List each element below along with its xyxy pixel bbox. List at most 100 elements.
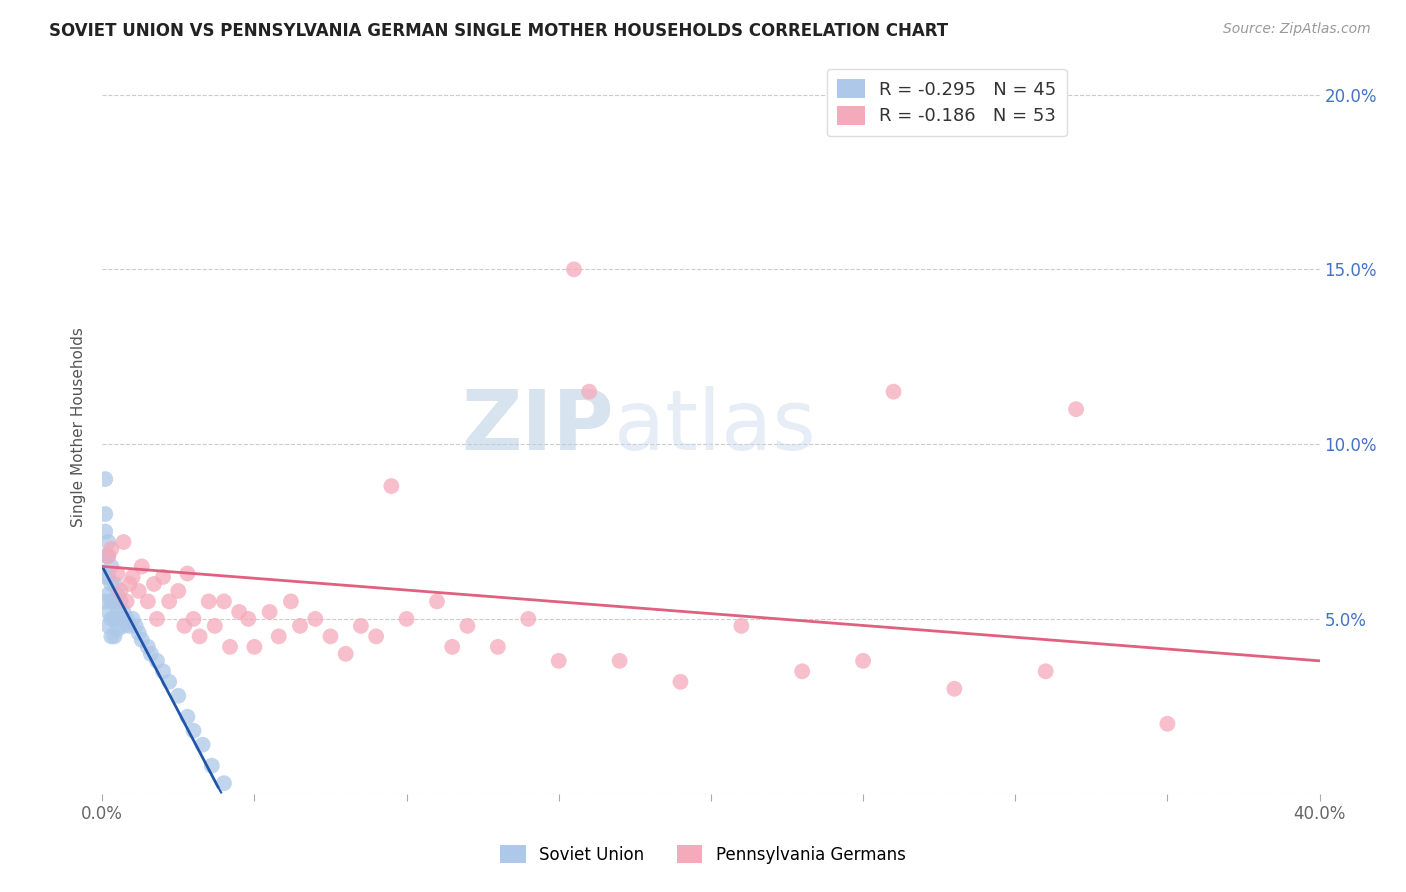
Point — [94, 549, 117, 563]
Point — [100, 541, 122, 556]
Point — [280, 594, 302, 608]
Point — [112, 535, 135, 549]
Point — [882, 384, 904, 399]
Point — [131, 559, 153, 574]
Point — [152, 665, 174, 679]
Point — [136, 594, 159, 608]
Point — [131, 632, 153, 647]
Point — [97, 619, 120, 633]
Point — [100, 577, 122, 591]
Y-axis label: Single Mother Households: Single Mother Households — [72, 326, 86, 526]
Point — [157, 674, 180, 689]
Point — [157, 594, 180, 608]
Point — [100, 594, 122, 608]
Point — [219, 640, 242, 654]
Point — [107, 623, 129, 637]
Point — [319, 629, 342, 643]
Point — [97, 570, 120, 584]
Point — [191, 738, 214, 752]
Point — [97, 605, 120, 619]
Point — [94, 472, 117, 486]
Point — [188, 629, 211, 643]
Point — [100, 612, 122, 626]
Point — [456, 619, 478, 633]
Point — [426, 594, 449, 608]
Point — [1156, 716, 1178, 731]
Point — [380, 479, 402, 493]
Point — [125, 619, 148, 633]
Point — [176, 566, 198, 581]
Point — [243, 640, 266, 654]
Point — [183, 612, 205, 626]
Point — [97, 535, 120, 549]
Point — [669, 674, 692, 689]
Point — [97, 549, 120, 563]
Point — [517, 612, 540, 626]
Point — [103, 612, 125, 626]
Point — [204, 619, 226, 633]
Point — [562, 262, 585, 277]
Legend: Soviet Union, Pennsylvania Germans: Soviet Union, Pennsylvania Germans — [494, 838, 912, 871]
Point — [730, 619, 752, 633]
Point — [267, 629, 290, 643]
Point — [1064, 402, 1087, 417]
Point — [212, 776, 235, 790]
Point — [792, 665, 814, 679]
Point — [110, 612, 132, 626]
Point — [107, 587, 129, 601]
Point — [112, 619, 135, 633]
Point — [97, 587, 120, 601]
Point — [128, 583, 150, 598]
Point — [1035, 665, 1057, 679]
Point — [173, 619, 195, 633]
Point — [128, 626, 150, 640]
Text: ZIP: ZIP — [461, 386, 613, 467]
Point — [146, 654, 169, 668]
Point — [366, 629, 388, 643]
Point — [103, 629, 125, 643]
Point — [201, 758, 224, 772]
Point — [115, 594, 138, 608]
Point — [100, 629, 122, 643]
Point — [94, 594, 117, 608]
Point — [94, 507, 117, 521]
Point — [139, 647, 162, 661]
Point — [118, 619, 141, 633]
Point — [115, 612, 138, 626]
Point — [212, 594, 235, 608]
Point — [197, 594, 219, 608]
Text: Source: ZipAtlas.com: Source: ZipAtlas.com — [1223, 22, 1371, 37]
Point — [167, 583, 190, 598]
Point — [94, 524, 117, 539]
Point — [103, 577, 125, 591]
Point — [259, 605, 281, 619]
Point — [228, 605, 250, 619]
Point — [121, 570, 143, 584]
Point — [183, 723, 205, 738]
Point — [943, 681, 966, 696]
Point — [350, 619, 373, 633]
Point — [136, 640, 159, 654]
Point — [288, 619, 311, 633]
Text: SOVIET UNION VS PENNSYLVANIA GERMAN SINGLE MOTHER HOUSEHOLDS CORRELATION CHART: SOVIET UNION VS PENNSYLVANIA GERMAN SING… — [49, 22, 948, 40]
Point — [176, 710, 198, 724]
Legend: R = -0.295   N = 45, R = -0.186   N = 53: R = -0.295 N = 45, R = -0.186 N = 53 — [827, 69, 1067, 136]
Point — [238, 612, 260, 626]
Point — [107, 566, 129, 581]
Point — [107, 605, 129, 619]
Point — [304, 612, 326, 626]
Point — [852, 654, 875, 668]
Point — [112, 605, 135, 619]
Point — [395, 612, 418, 626]
Point — [142, 577, 165, 591]
Point — [97, 549, 120, 563]
Text: atlas: atlas — [613, 386, 815, 467]
Point — [121, 612, 143, 626]
Point — [110, 594, 132, 608]
Point — [110, 583, 132, 598]
Point — [94, 570, 117, 584]
Point — [335, 647, 357, 661]
Point — [100, 559, 122, 574]
Point — [146, 612, 169, 626]
Point — [486, 640, 509, 654]
